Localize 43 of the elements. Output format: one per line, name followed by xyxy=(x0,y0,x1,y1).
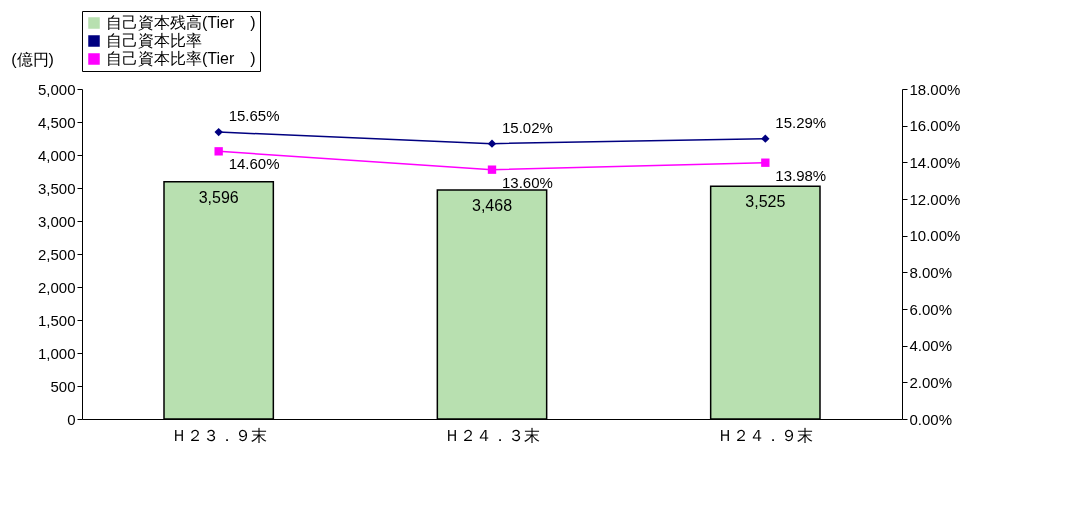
legend-label: 自己資本残高(Tier ) xyxy=(106,14,256,31)
y-tick-label: 2,500 xyxy=(37,245,76,263)
y2-tick-label: 12.00% xyxy=(909,190,961,208)
point xyxy=(761,134,770,143)
data-label: 13.98% xyxy=(775,166,827,184)
y-tick-label: 3,500 xyxy=(37,179,76,197)
y2-tick-label: 8.00% xyxy=(909,263,953,281)
data-label: 15.65% xyxy=(228,107,280,125)
y2-tick-label: 18.00% xyxy=(909,80,961,98)
point xyxy=(761,158,770,167)
x-tick-label: Ｈ２４．３末 xyxy=(444,426,540,444)
data-label: 14.60% xyxy=(228,155,280,173)
y-tick-label: 4,000 xyxy=(37,146,76,164)
point xyxy=(214,147,223,156)
point xyxy=(487,139,497,148)
y-axis-title: (億円) xyxy=(11,50,54,68)
y-tick-label: 0 xyxy=(67,410,76,428)
y2-tick-label: 10.00% xyxy=(909,227,961,245)
legend-label: 自己資本比率(Tier ) xyxy=(106,50,256,67)
y-tick-label: 3,000 xyxy=(37,212,76,230)
y2-tick-label: 6.00% xyxy=(909,300,953,318)
y2-tick-label: 14.00% xyxy=(909,153,961,171)
data-label: 3,596 xyxy=(198,188,239,206)
data-label: 3,525 xyxy=(745,193,786,211)
point xyxy=(214,127,223,137)
y-tick-label: 500 xyxy=(50,377,76,395)
y2-tick-label: 0.00% xyxy=(909,410,953,428)
y2-tick-label: 4.00% xyxy=(909,337,953,355)
legend-label: 自己資本比率 xyxy=(106,32,202,49)
y2-tick-label: 16.00% xyxy=(909,117,961,135)
y-tick-label: 5,000 xyxy=(37,80,76,98)
data-label: 15.02% xyxy=(502,118,553,136)
y-tick-label: 4,500 xyxy=(37,113,76,131)
point xyxy=(487,165,497,174)
data-label: 13.60% xyxy=(502,173,553,191)
data-label: 15.29% xyxy=(775,113,827,131)
y-tick-label: 2,000 xyxy=(37,278,76,296)
y-tick-label: 1,500 xyxy=(37,311,76,329)
x-tick-label: Ｈ２３．９末 xyxy=(170,426,267,444)
y-tick-label: 1,000 xyxy=(37,344,76,362)
data-label: 3,468 xyxy=(471,197,513,215)
y2-tick-label: 2.00% xyxy=(909,373,953,391)
x-tick-label: Ｈ２４．９末 xyxy=(717,426,814,444)
